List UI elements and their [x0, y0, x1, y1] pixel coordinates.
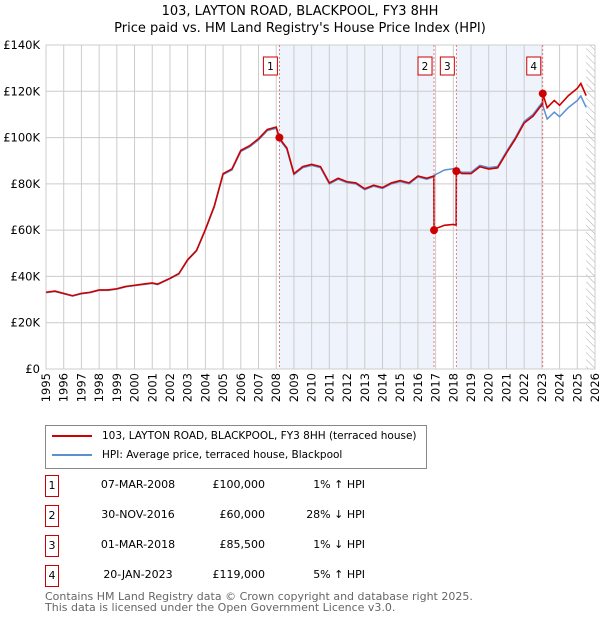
sale-hpi-diff: 28% ↓ HPI: [306, 508, 365, 521]
sale-point: [538, 89, 547, 98]
sale-hpi-diff: 1% ↓ HPI: [313, 538, 365, 551]
y-tick-label: £120K: [3, 84, 40, 98]
x-tick-label: 1996: [57, 373, 71, 402]
legend-item-hpi: HPI: Average price, terraced house, Blac…: [52, 449, 342, 461]
x-tick-label: 2018: [446, 373, 460, 402]
plot-area: 1995 1996 1997 1998 1999 2000 2001 2002 2003 2004…: [3, 38, 600, 402]
x-tick-label: 2025: [570, 373, 584, 402]
y-tick-label: £40K: [11, 269, 41, 283]
legend-label: HPI: Average price, terraced house, Blac…: [102, 449, 343, 461]
property-price-line: [45, 81, 587, 297]
sale-row: 1 07-MAR-2008 £100,000 1% ↑ HPI: [45, 475, 445, 497]
x-tick-label: 2023: [535, 373, 549, 402]
footer-licence: This data is licensed under the Open Gov…: [45, 601, 396, 614]
chart-subtitle: Price paid vs. HM Land Registry's House …: [114, 21, 486, 36]
sale-point: [275, 133, 284, 142]
plot-border: [45, 44, 596, 370]
sale-marker-label: 1: [45, 475, 59, 497]
y-tick-label: £20K: [11, 316, 41, 330]
x-tick-label: 2021: [499, 373, 513, 402]
forecast-hatch: [586, 45, 595, 369]
legend-label: 103, LAYTON ROAD, BLACKPOOL, FY3 8HH (te…: [102, 430, 417, 442]
sale-price: £85,500: [219, 538, 266, 551]
sale-row: 3 01-MAR-2018 £85,500 1% ↓ HPI: [45, 535, 445, 557]
sale-marker-label: 2: [45, 505, 59, 527]
footer-copyright: Contains HM Land Registry data © Crown c…: [45, 590, 473, 603]
x-tick-label: 1999: [110, 373, 124, 402]
sale-marker-number: 2: [422, 61, 429, 73]
sale-marker-number: 4: [530, 61, 537, 73]
x-tick-label: 2008: [269, 373, 283, 402]
chart-title: 103, LAYTON ROAD, BLACKPOOL, FY3 8HH: [161, 4, 439, 19]
shaded-band: [279, 45, 435, 369]
sale-price: £100,000: [212, 478, 266, 491]
x-tick-label: 2001: [145, 373, 159, 402]
sale-marker-box: [439, 56, 455, 76]
y-tick-label: £60K: [11, 223, 41, 237]
x-tick-label: 2024: [553, 373, 567, 402]
x-tick-label: 2013: [358, 373, 372, 402]
sale-price: £119,000: [212, 568, 266, 581]
sale-row: 4 20-JAN-2023 £119,000 5% ↑ HPI: [45, 565, 445, 587]
x-tick-label: 2020: [482, 373, 496, 402]
x-tick-label: 2007: [252, 373, 266, 402]
y-tick-label: £100K: [3, 131, 40, 145]
x-tick-label: 2017: [429, 373, 443, 402]
shaded-band: [456, 45, 543, 369]
x-tick-label: 2000: [128, 373, 142, 402]
sale-point: [430, 226, 439, 235]
sale-date: 01-MAR-2018: [100, 538, 176, 551]
x-tick-label: 2006: [234, 373, 248, 402]
sale-marker-label: 3: [45, 535, 59, 557]
sale-marker-box: [526, 56, 542, 76]
sale-marker-number: 3: [444, 61, 451, 73]
x-tick-label: 2014: [375, 373, 389, 402]
sale-marker-number: 1: [267, 61, 274, 73]
x-tick-label: 2019: [464, 373, 478, 402]
y-tick-label: £0: [25, 362, 40, 376]
sale-marker-label: 4: [45, 565, 59, 587]
x-tick-label: 2026: [588, 373, 600, 402]
y-tick-label: £80K: [11, 177, 41, 191]
x-tick-label: 2011: [322, 373, 336, 402]
x-tick-label: 2005: [216, 373, 230, 402]
sale-date: 07-MAR-2008: [100, 478, 176, 491]
sale-marker-box: [417, 56, 433, 76]
x-tick-label: 2002: [163, 373, 177, 402]
legend: 103, LAYTON ROAD, BLACKPOOL, FY3 8HH (te…: [45, 425, 427, 469]
x-tick-label: 1997: [74, 373, 88, 402]
sale-date: 20-JAN-2023: [103, 568, 173, 581]
x-tick-label: 1995: [39, 373, 53, 402]
x-tick-label: 2022: [517, 373, 531, 402]
x-tick-label: 2003: [181, 373, 195, 402]
x-tick-label: 2015: [393, 373, 407, 402]
sale-marker-box: [262, 56, 278, 76]
sale-date: 30-NOV-2016: [101, 508, 175, 521]
sale-hpi-diff: 5% ↑ HPI: [313, 568, 365, 581]
x-tick-label: 2004: [198, 373, 212, 402]
x-tick-label: 2009: [287, 373, 301, 402]
sale-point: [452, 167, 461, 176]
sale-price: £60,000: [219, 508, 266, 521]
legend-item-property: 103, LAYTON ROAD, BLACKPOOL, FY3 8HH (te…: [52, 430, 417, 442]
x-tick-label: 2016: [411, 373, 425, 402]
sale-hpi-diff: 1% ↑ HPI: [313, 478, 365, 491]
y-tick-label: £140K: [3, 38, 40, 52]
x-tick-label: 2010: [305, 373, 319, 402]
x-tick-label: 1998: [92, 373, 106, 402]
sale-row: 2 30-NOV-2016 £60,000 28% ↓ HPI: [45, 505, 445, 527]
x-tick-label: 2012: [340, 373, 354, 402]
